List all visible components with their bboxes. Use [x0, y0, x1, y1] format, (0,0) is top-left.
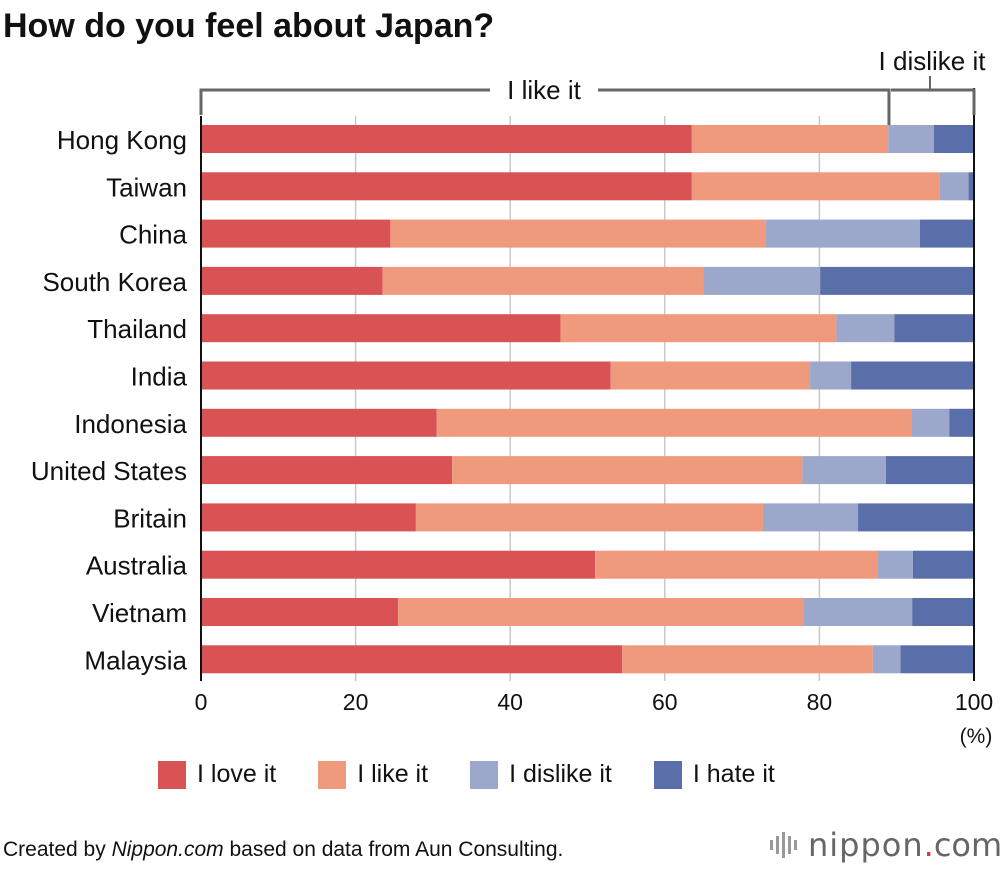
bar-vietnam-love [201, 598, 399, 626]
category-label-britain: Britain [113, 503, 187, 533]
bracket-like-left [199, 88, 490, 115]
legend-item-hate: I hate it [653, 760, 775, 789]
x-tick-label-0: 0 [195, 689, 208, 715]
bar-vietnam-dislike [803, 598, 913, 626]
bar-china-dislike [765, 219, 920, 248]
bar-australia-hate [912, 550, 974, 579]
chart-title: How do you feel about Japan? [3, 7, 495, 45]
bar-thailand-like [560, 314, 837, 343]
category-label-united-states: United States [31, 456, 187, 486]
legend-item-like: I like it [318, 760, 428, 789]
bar-united-states-like [452, 456, 803, 485]
bracket-like-right [598, 88, 891, 125]
category-label-vietnam: Vietnam [92, 598, 187, 628]
bar-taiwan-like [691, 172, 940, 201]
bar-australia-dislike [877, 550, 913, 579]
bar-china-like [390, 219, 766, 248]
bar-taiwan-hate [968, 172, 974, 201]
bar-vietnam-hate [912, 598, 974, 626]
logo-name: nippon [808, 826, 924, 864]
credit-suffix: based on data from Aun Consulting. [223, 838, 564, 861]
bar-thailand-hate [894, 314, 974, 343]
credit-site-link[interactable]: Nippon.com [111, 838, 224, 861]
bar-hong-kong-love [201, 125, 692, 153]
bar-malaysia-dislike [872, 645, 901, 674]
legend-item-love: I love it [158, 760, 276, 789]
legend-label-love: I love it [197, 760, 277, 788]
bracket-label-dislike: I dislike it [879, 46, 987, 76]
bar-taiwan-dislike [939, 172, 969, 201]
category-label-india: India [131, 362, 188, 392]
category-label-malaysia: Malaysia [84, 645, 187, 675]
bar-malaysia-hate [900, 645, 974, 674]
bar-south-korea-dislike [703, 266, 821, 295]
legend-label-like: I like it [357, 760, 429, 788]
x-tick-label-100: 100 [955, 689, 993, 715]
logo-bars-icon [770, 832, 800, 858]
bar-hong-kong-like [691, 125, 889, 153]
category-label-china: China [119, 220, 187, 250]
x-tick-label-60: 60 [652, 689, 678, 715]
logo-dot: . [923, 826, 934, 864]
bar-britain-like [415, 503, 763, 532]
bar-vietnam-like [398, 598, 804, 626]
legend-swatch-love [158, 760, 186, 789]
bar-india-hate [851, 361, 974, 390]
category-label-australia: Australia [86, 551, 188, 581]
category-label-hong-kong: Hong Kong [57, 125, 187, 155]
legend-swatch-like [318, 760, 347, 789]
legend-label-hate: I hate it [692, 760, 775, 788]
logo-tld: com [933, 826, 1000, 864]
bar-malaysia-like [622, 645, 873, 674]
bar-indonesia-love [201, 408, 437, 437]
bar-united-states-love [201, 456, 453, 485]
x-unit-label: (%) [960, 725, 993, 748]
bar-india-dislike [810, 361, 852, 390]
bar-australia-like [595, 550, 878, 579]
bar-india-love [201, 361, 611, 390]
bar-china-hate [919, 219, 974, 248]
legend: I love it I like it I dislike it I hate … [158, 760, 817, 789]
legend-item-dislike: I dislike it [470, 760, 612, 789]
bar-taiwan-love [201, 172, 692, 201]
bar-indonesia-like [436, 408, 912, 437]
x-tick-label-40: 40 [497, 689, 523, 715]
nippon-logo[interactable]: nippon. com [770, 826, 1000, 864]
x-tick-label-80: 80 [807, 689, 833, 715]
bar-malaysia-love [201, 645, 623, 674]
category-label-indonesia: Indonesia [74, 409, 187, 439]
bar-britain-love [201, 503, 416, 532]
bar-britain-dislike [762, 503, 859, 532]
bracket-dislike [890, 88, 976, 115]
legend-swatch-dislike [470, 760, 499, 789]
bracket-label-like: I like it [507, 75, 581, 105]
category-label-taiwan: Taiwan [106, 172, 187, 202]
x-tick-label-20: 20 [343, 689, 369, 715]
bar-indonesia-dislike [911, 408, 950, 437]
source-credit: Created by Nippon.com based on data from… [3, 838, 563, 862]
bar-south-korea-hate [820, 266, 974, 295]
category-label-south-korea: South Korea [42, 267, 187, 297]
bar-thailand-love [201, 314, 561, 343]
credit-prefix: Created by [3, 838, 112, 861]
bar-britain-hate [858, 503, 974, 532]
bar-south-korea-love [201, 266, 383, 295]
bar-china-love [201, 219, 391, 248]
chart-area: Hong Kong Taiwan China South Korea Thailand I… [31, 46, 993, 748]
legend-label-dislike: I dislike it [509, 760, 612, 788]
bar-hong-kong-dislike [888, 125, 934, 153]
bar-hong-kong-hate [933, 125, 974, 153]
bar-united-states-hate [885, 456, 974, 485]
bar-united-states-dislike [802, 456, 886, 485]
bar-south-korea-like [382, 266, 704, 295]
bar-thailand-dislike [836, 314, 895, 343]
bar-indonesia-hate [949, 408, 974, 437]
bar-australia-love [201, 550, 596, 579]
bar-india-like [610, 361, 811, 390]
legend-swatch-hate [653, 760, 682, 789]
category-label-thailand: Thailand [87, 314, 187, 344]
